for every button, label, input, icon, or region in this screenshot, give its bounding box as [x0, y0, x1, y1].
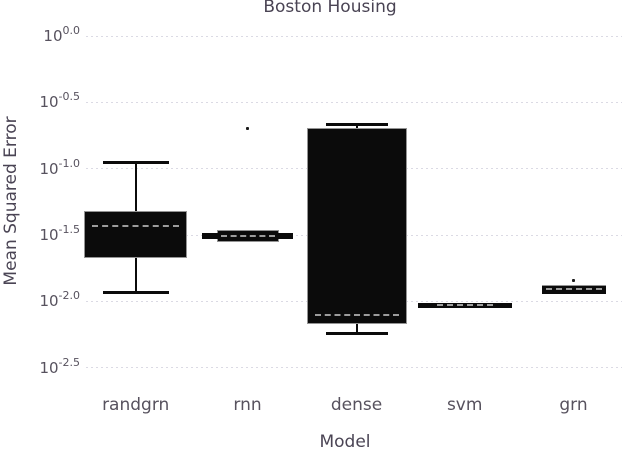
- x-tick-label-dense: dense: [330, 395, 383, 415]
- chart-title: Boston Housing: [263, 0, 397, 17]
- gridline: [86, 367, 622, 369]
- median-line-grn: [545, 288, 602, 291]
- y-tick-label: 10-1.0: [39, 156, 80, 178]
- median-line-dense: [314, 313, 399, 316]
- y-tick-label: 100.0: [43, 24, 80, 45]
- y-tick-label: 10-2.5: [39, 355, 80, 377]
- y-tick-label: 10-0.5: [39, 90, 80, 112]
- x-tick-label-grn: grn: [559, 395, 588, 415]
- outlier-point-rnn: [246, 127, 249, 131]
- whisker-cap-bottom-randgrn: [102, 290, 169, 294]
- x-tick-label-rnn: rnn: [233, 395, 262, 415]
- x-tick-label-randgrn: randgrn: [102, 395, 170, 415]
- x-axis-title: Model: [319, 432, 371, 452]
- whisker-bottom-randgrn: [134, 257, 137, 293]
- whisker-bottom-dense: [355, 323, 358, 334]
- gridline: [86, 35, 622, 37]
- median-line-svm: [436, 304, 493, 307]
- outlier-point-grn: [572, 278, 575, 282]
- median-line-randgrn: [92, 224, 180, 227]
- box-dense: [306, 127, 407, 324]
- whisker-top-randgrn: [134, 162, 137, 212]
- gridline: [86, 101, 622, 103]
- x-tick-label-svm: svm: [446, 395, 483, 415]
- whisker-top-dense: [355, 124, 358, 128]
- y-tick-label: 10-1.5: [39, 223, 80, 245]
- box-randgrn: [84, 211, 188, 258]
- whisker-cap-bottom-dense: [325, 331, 388, 335]
- y-axis-title: Mean Squared Error: [1, 116, 21, 286]
- median-line-rnn: [220, 235, 275, 238]
- y-tick-label: 10-2.0: [39, 289, 80, 311]
